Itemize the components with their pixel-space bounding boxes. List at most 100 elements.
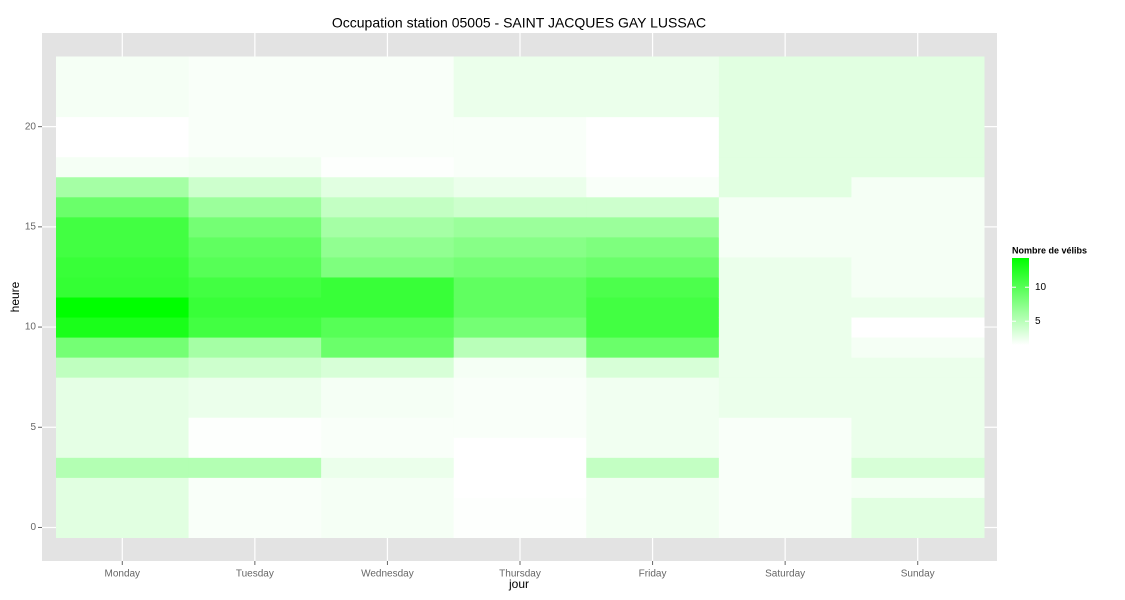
heat-cell: [188, 216, 322, 238]
heat-cell: [188, 116, 322, 138]
heat-cell: [56, 116, 190, 138]
heat-cell: [453, 377, 587, 398]
heat-cell: [453, 256, 587, 278]
heat-cell: [851, 176, 985, 198]
x-tick-label: Tuesday: [236, 569, 274, 580]
heat-cell: [586, 116, 720, 138]
heat-cell: [586, 357, 720, 378]
heat-cell: [718, 377, 852, 398]
heat-cell: [56, 417, 190, 438]
heat-cell: [718, 136, 852, 158]
heat-cell: [453, 297, 587, 318]
heat-cell: [321, 357, 455, 378]
heat-cell: [321, 417, 455, 438]
heat-cell: [718, 317, 852, 338]
heat-cell: [321, 497, 455, 518]
heat-cell: [851, 216, 985, 238]
heat-cell: [718, 357, 852, 378]
heat-cell: [586, 96, 720, 118]
heat-cell: [321, 457, 455, 478]
heat-cell: [851, 116, 985, 138]
heat-cell: [188, 337, 322, 358]
heat-cell: [586, 136, 720, 158]
heat-cell: [718, 96, 852, 118]
x-tick-label: Wednesday: [361, 569, 414, 580]
heat-cell: [188, 357, 322, 378]
heat-cell: [586, 477, 720, 498]
legend-tick-label: 10: [1035, 282, 1047, 293]
heat-cell: [56, 56, 190, 78]
heat-cell: [851, 397, 985, 418]
heat-cell: [188, 256, 322, 278]
heat-cell: [718, 437, 852, 458]
heat-cell: [188, 477, 322, 498]
heat-cell: [453, 457, 587, 478]
heat-cell: [453, 417, 587, 438]
y-tick-label: 10: [25, 322, 37, 333]
heat-cell: [188, 156, 322, 178]
y-tick-label: 5: [30, 422, 36, 433]
heat-cell: [188, 276, 322, 298]
heat-cell: [586, 256, 720, 278]
heat-cell: [321, 297, 455, 318]
heat-cell: [188, 176, 322, 198]
heat-cell: [56, 317, 190, 338]
legend-tick-label: 5: [1035, 316, 1041, 327]
heat-cell: [851, 297, 985, 318]
heat-cell: [56, 457, 190, 478]
heat-cell: [453, 397, 587, 418]
heat-cell: [56, 136, 190, 158]
heat-cell: [321, 216, 455, 238]
heat-cell: [851, 56, 985, 78]
y-axis-label: heure: [8, 281, 22, 312]
heat-cell: [453, 56, 587, 78]
x-tick-label: Thursday: [499, 569, 541, 580]
heat-cell: [453, 317, 587, 338]
x-tick-label: Saturday: [765, 569, 805, 580]
heat-cell: [851, 276, 985, 298]
heat-cell: [453, 176, 587, 198]
heat-cell: [586, 437, 720, 458]
heat-cell: [321, 156, 455, 178]
heat-cell: [851, 417, 985, 438]
heat-cell: [188, 437, 322, 458]
heat-cell: [851, 236, 985, 258]
heat-cell: [586, 196, 720, 218]
heat-cell: [56, 397, 190, 418]
heat-cell: [586, 337, 720, 358]
heat-cell: [321, 76, 455, 98]
heat-cell: [718, 236, 852, 258]
heat-cell: [851, 377, 985, 398]
heat-cell: [56, 176, 190, 198]
heat-cell: [56, 236, 190, 258]
heat-cell: [586, 417, 720, 438]
heat-cell: [851, 437, 985, 458]
heat-cell: [188, 96, 322, 118]
heat-cell: [56, 196, 190, 218]
heat-cell: [586, 297, 720, 318]
heat-cell: [718, 116, 852, 138]
heat-cell: [321, 437, 455, 458]
heat-cell: [188, 417, 322, 438]
heat-cell: [851, 457, 985, 478]
heat-cell: [188, 497, 322, 518]
x-axis-label: jour: [508, 577, 529, 591]
heat-cell: [321, 176, 455, 198]
heat-cell: [851, 256, 985, 278]
heat-cell: [453, 156, 587, 178]
heat-cell: [321, 337, 455, 358]
heat-cell: [453, 236, 587, 258]
heat-cell: [56, 276, 190, 298]
y-tick-label: 15: [25, 221, 37, 232]
heat-cell: [851, 497, 985, 518]
heat-cell: [188, 297, 322, 318]
heat-cell: [718, 196, 852, 218]
heat-cell: [56, 357, 190, 378]
heat-cell: [321, 397, 455, 418]
heat-cell: [453, 477, 587, 498]
heat-cell: [586, 457, 720, 478]
heat-cell: [718, 56, 852, 78]
heat-cell: [718, 397, 852, 418]
heat-cell: [718, 337, 852, 358]
heat-cell: [586, 176, 720, 198]
